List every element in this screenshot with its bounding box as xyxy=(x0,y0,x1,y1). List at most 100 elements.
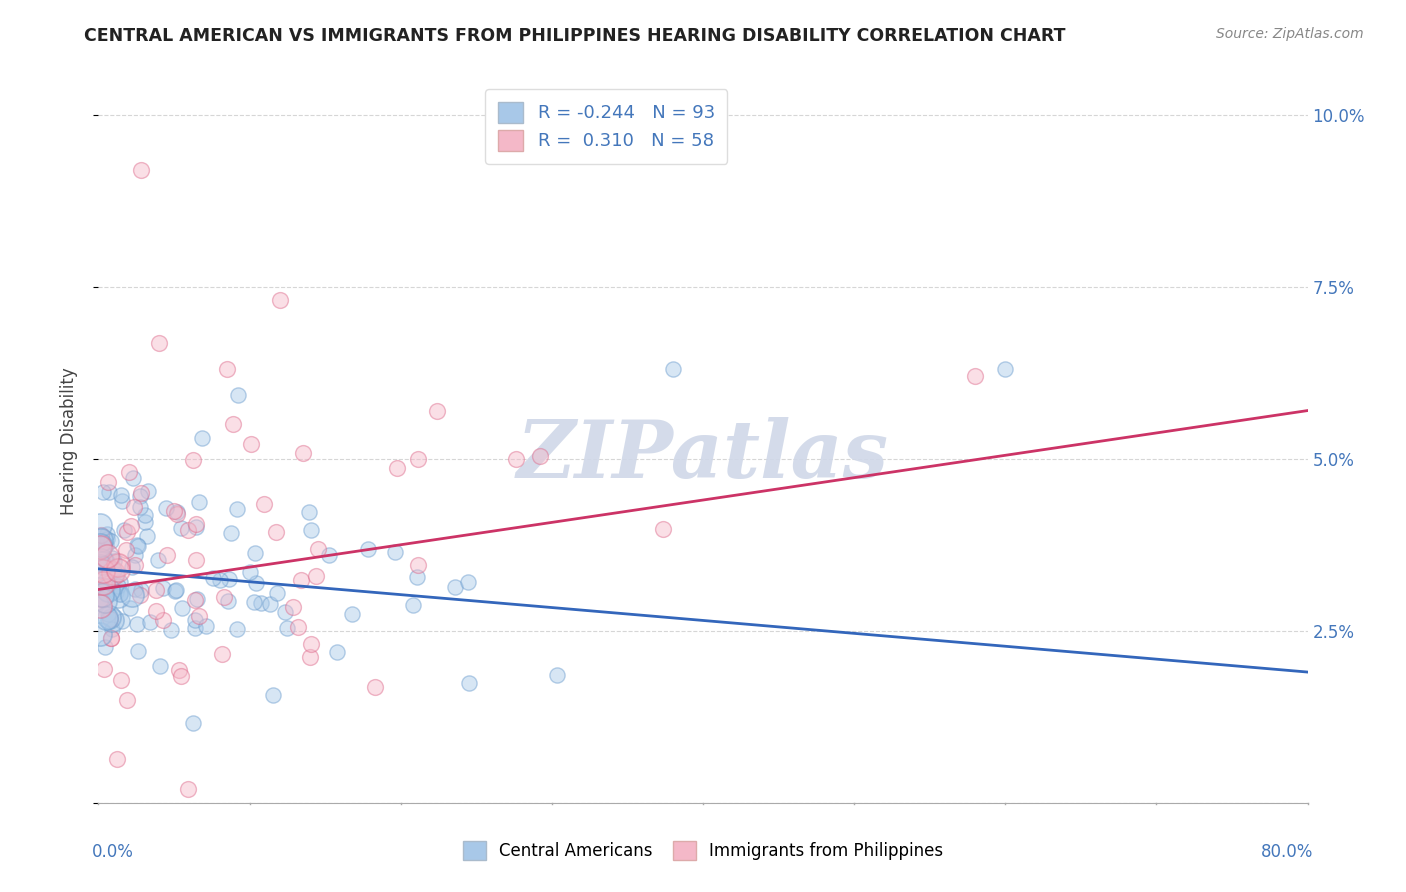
Point xyxy=(965,369,987,384)
Point xyxy=(105,585,128,599)
Point xyxy=(108,587,131,601)
Point xyxy=(170,669,193,683)
Point xyxy=(222,417,245,431)
Point xyxy=(262,688,284,702)
Point xyxy=(89,558,111,573)
Legend: Central Americans, Immigrants from Philippines: Central Americans, Immigrants from Phili… xyxy=(456,834,950,867)
Point xyxy=(96,611,118,625)
Point xyxy=(129,500,152,514)
Point xyxy=(212,590,235,604)
Point xyxy=(166,507,188,521)
Point xyxy=(184,520,207,534)
Point xyxy=(292,446,315,460)
Point xyxy=(100,631,122,645)
Point xyxy=(152,582,174,596)
Point xyxy=(219,526,242,541)
Point xyxy=(101,613,124,627)
Point xyxy=(218,572,240,586)
Point xyxy=(98,612,121,626)
Point xyxy=(217,594,239,608)
Point xyxy=(98,610,121,624)
Point xyxy=(121,588,143,602)
Point xyxy=(97,475,120,490)
Point xyxy=(661,362,683,376)
Point xyxy=(134,515,156,529)
Point xyxy=(259,597,281,611)
Point xyxy=(148,336,170,351)
Point xyxy=(98,485,121,500)
Point xyxy=(96,532,118,546)
Point xyxy=(127,539,149,553)
Point xyxy=(169,663,191,677)
Point xyxy=(93,579,115,593)
Point xyxy=(357,542,380,557)
Point xyxy=(129,162,152,177)
Point xyxy=(134,508,156,523)
Point xyxy=(342,607,364,622)
Point xyxy=(91,556,114,570)
Point xyxy=(107,563,129,577)
Point xyxy=(184,553,207,567)
Point xyxy=(90,528,112,542)
Point xyxy=(529,450,551,464)
Point xyxy=(325,645,347,659)
Point xyxy=(190,431,212,445)
Point xyxy=(458,675,481,690)
Text: ZIPatlas: ZIPatlas xyxy=(517,417,889,495)
Point xyxy=(91,564,114,578)
Point xyxy=(406,451,429,466)
Point xyxy=(406,570,429,584)
Point xyxy=(243,546,266,560)
Point xyxy=(384,545,406,559)
Point xyxy=(299,523,322,537)
Point xyxy=(239,437,262,451)
Point xyxy=(90,591,112,606)
Point xyxy=(426,404,449,418)
Point xyxy=(163,504,186,518)
Point xyxy=(121,560,143,574)
Point xyxy=(184,613,207,627)
Point xyxy=(186,516,208,531)
Point xyxy=(156,548,179,562)
Point xyxy=(94,574,117,588)
Point xyxy=(110,488,132,502)
Point xyxy=(245,575,267,590)
Point xyxy=(290,574,312,588)
Point xyxy=(298,649,321,664)
Point xyxy=(111,493,134,508)
Text: 0.0%: 0.0% xyxy=(93,843,134,861)
Point xyxy=(124,548,146,562)
Point xyxy=(97,607,120,621)
Point xyxy=(120,600,142,615)
Point xyxy=(124,582,146,596)
Point xyxy=(90,588,112,602)
Point xyxy=(250,596,273,610)
Point xyxy=(110,673,132,687)
Point xyxy=(188,608,211,623)
Point xyxy=(155,500,177,515)
Point xyxy=(264,524,287,539)
Point xyxy=(105,566,128,581)
Point xyxy=(101,622,124,636)
Point xyxy=(91,484,114,499)
Point xyxy=(90,528,112,542)
Point xyxy=(994,362,1017,376)
Point xyxy=(97,583,120,598)
Point xyxy=(90,591,112,606)
Point xyxy=(103,553,125,567)
Point xyxy=(136,483,159,498)
Point xyxy=(90,553,112,567)
Point xyxy=(96,526,118,541)
Point xyxy=(283,600,305,615)
Point xyxy=(89,538,111,552)
Point xyxy=(96,549,118,564)
Point xyxy=(94,640,117,655)
Point xyxy=(318,548,340,562)
Point xyxy=(163,584,186,599)
Point xyxy=(183,716,205,731)
Point xyxy=(307,542,329,557)
Point xyxy=(305,569,328,583)
Point xyxy=(125,617,148,632)
Point xyxy=(145,582,167,597)
Point xyxy=(243,595,266,609)
